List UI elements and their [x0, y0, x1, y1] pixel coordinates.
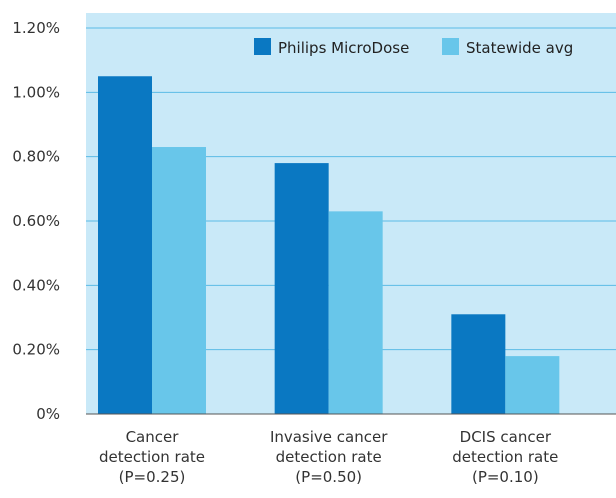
y-tick-label: 0.20% [12, 341, 60, 359]
bar-philips-microdose [274, 163, 329, 414]
category-label: (P=0.25) [119, 468, 186, 486]
legend: Philips MicroDose Statewide avg [254, 38, 573, 57]
category-label: detection rate [452, 448, 558, 466]
bar-statewide-avg [328, 211, 383, 414]
y-tick-label: 0% [36, 405, 60, 423]
legend-swatch [442, 38, 459, 55]
y-tick-label: 1.20% [12, 19, 60, 37]
bar-philips-microdose [451, 314, 506, 414]
y-tick-label: 1.00% [12, 83, 60, 101]
category-label: DCIS cancer [460, 428, 552, 446]
legend-swatch [254, 38, 271, 55]
y-tick-label: 0.60% [12, 212, 60, 230]
category-labels: Cancer detection rate (P=0.25) Invasive can… [99, 428, 558, 486]
y-tick-label: 0.80% [12, 148, 60, 166]
legend-label: Philips MicroDose [278, 39, 409, 57]
category-label: detection rate [99, 448, 205, 466]
category-label: (P=0.10) [472, 468, 539, 486]
y-tick-label: 0.40% [12, 276, 60, 294]
bar-statewide-avg [505, 356, 560, 414]
category-label: (P=0.50) [295, 468, 362, 486]
category-label: detection rate [276, 448, 382, 466]
category-label: Cancer [126, 428, 180, 446]
category-label: Invasive cancer [270, 428, 388, 446]
y-tick-labels: 0% 0.20% 0.40% 0.60% 0.80% 1.00% 1.20% [12, 19, 60, 423]
bar-philips-microdose [98, 76, 152, 414]
bars [98, 76, 560, 414]
bar-statewide-avg [152, 147, 206, 414]
legend-label: Statewide avg [466, 39, 573, 57]
